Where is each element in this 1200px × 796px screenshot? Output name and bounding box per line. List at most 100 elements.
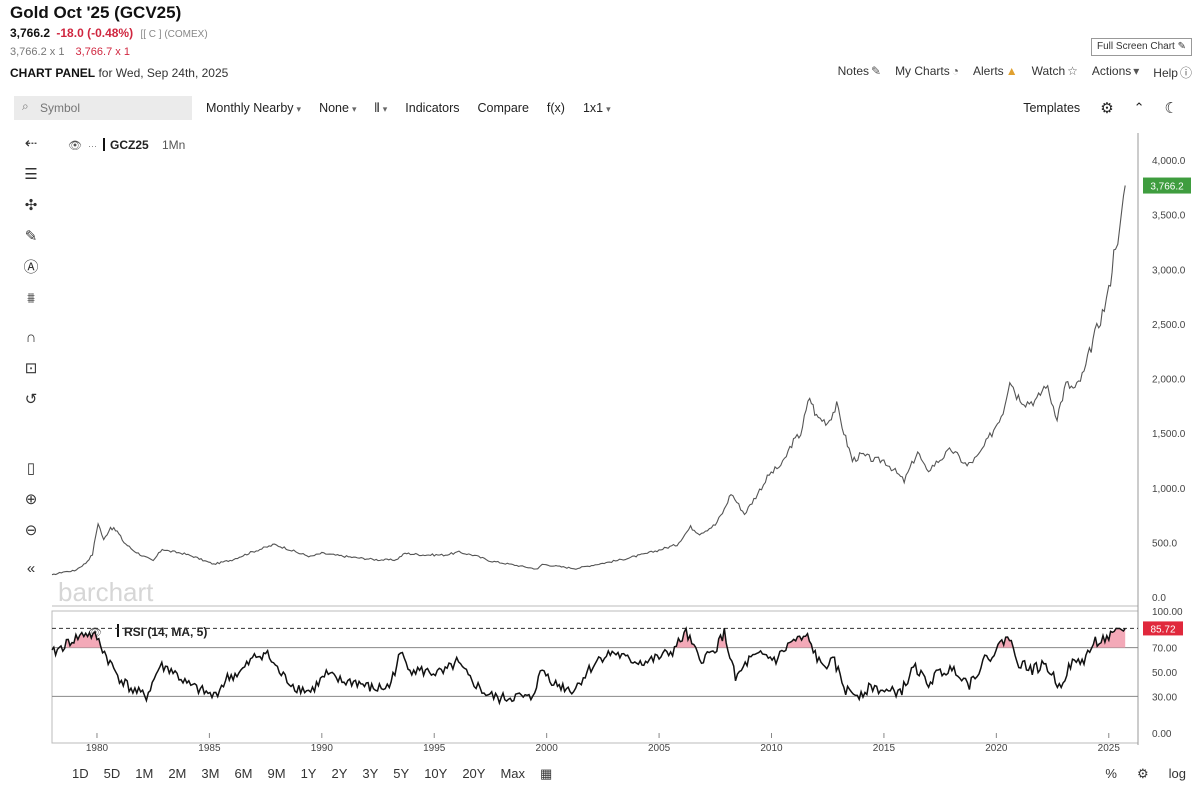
- search-icon: ⌕: [22, 99, 29, 113]
- trash-icon[interactable]: ▯: [26, 460, 36, 477]
- chart-panel-date: for Wed, Sep 24th, 2025: [98, 66, 229, 80]
- scale-options: % ⚙ log: [1105, 766, 1186, 782]
- crosshair-icon[interactable]: ⇠: [24, 135, 38, 152]
- range-3y[interactable]: 3Y: [362, 766, 379, 781]
- rsi-label: RSI (14, MA, 5): [124, 625, 207, 639]
- calendar-icon[interactable]: ▦: [540, 766, 553, 781]
- last-price-tag: [1143, 177, 1191, 194]
- log-scale-button[interactable]: log: [1168, 766, 1186, 781]
- top-links: Notes ✎ My Charts ◔ Alerts ▲ Watch ☆ Actions…: [838, 64, 1192, 81]
- y-tick-label: 1,000.0: [1152, 484, 1186, 495]
- chart-icon: ◔: [951, 64, 959, 78]
- shapes-icon[interactable]: ✣: [24, 197, 38, 214]
- chart-panel-title: CHART PANEL: [10, 66, 96, 80]
- chevron-down-icon: ▾: [382, 103, 388, 114]
- legend-menu-icon[interactable]: ⋯: [88, 141, 97, 151]
- collapse-tools-icon[interactable]: «: [26, 560, 36, 577]
- x-tick-label: 2020: [985, 743, 1008, 754]
- watermark: barchart: [58, 577, 154, 607]
- fibonacci-icon[interactable]: ⩩: [26, 290, 35, 307]
- range-5y[interactable]: 5Y: [393, 766, 410, 781]
- page-title: Gold Oct '25 (GCV25): [10, 3, 182, 22]
- rsi-tick-label: 0.00: [1152, 729, 1172, 740]
- main-interval-label: 1Mn: [162, 138, 185, 152]
- range-10y[interactable]: 10Y: [424, 766, 448, 781]
- rsi-value-tag-text: 85.72: [1150, 624, 1175, 635]
- symbol-search-input[interactable]: [14, 96, 192, 120]
- note-icon: ✎: [871, 64, 882, 78]
- y-tick-label: 1,500.0: [1152, 429, 1186, 440]
- x-tick-label: 1990: [311, 743, 334, 754]
- range-20y[interactable]: 20Y: [462, 766, 486, 781]
- last-price-tag-text: 3,766.2: [1150, 182, 1184, 193]
- chevron-down-icon: ▾: [606, 104, 611, 114]
- full-screen-chart-button[interactable]: Full Screen Chart ✎: [1091, 38, 1192, 56]
- gear-icon[interactable]: ⚙: [1100, 100, 1114, 117]
- rsi-tick-label: 70.00: [1152, 644, 1177, 655]
- rsi-tick-label: 100.00: [1152, 607, 1183, 618]
- alerts-link[interactable]: Alerts ▲: [973, 64, 1018, 78]
- x-tick-label: 2000: [536, 743, 559, 754]
- chevron-down-icon: ▾: [296, 104, 302, 114]
- lock-icon[interactable]: ⊡: [24, 360, 38, 377]
- rsi-series-line: [51, 626, 1126, 706]
- x-tick-label: 1995: [423, 743, 446, 754]
- help-link[interactable]: Help ⓘ: [1153, 66, 1192, 80]
- range-6m[interactable]: 6M: [234, 766, 253, 781]
- compare-mode-select[interactable]: None ▾: [319, 101, 357, 115]
- bar-type-select[interactable]: ⫴ ▾: [375, 101, 388, 116]
- rsi-tick-label: 30.00: [1152, 692, 1177, 703]
- chevron-down-icon: ▾: [351, 104, 357, 114]
- text-icon[interactable]: Ⓐ: [23, 259, 39, 276]
- actions-menu[interactable]: Actions ▾: [1091, 64, 1140, 78]
- range-max[interactable]: Max: [500, 766, 526, 781]
- y-tick-label: 2,500.0: [1152, 320, 1186, 331]
- range-5d[interactable]: 5D: [103, 766, 121, 781]
- bell-icon: ▲: [1005, 64, 1018, 78]
- y-tick-label: 3,000.0: [1152, 265, 1186, 276]
- watch-link[interactable]: Watch ☆: [1031, 64, 1078, 78]
- trendline-icon[interactable]: ☰: [24, 166, 38, 183]
- rsi-color-swatch: [117, 624, 119, 637]
- range-2y[interactable]: 2Y: [331, 766, 348, 781]
- y-tick-label: 3,500.0: [1152, 211, 1186, 222]
- range-1d[interactable]: 1D: [72, 766, 89, 781]
- last-price: 3,766.2: [10, 26, 51, 40]
- fx-button[interactable]: f(x): [546, 101, 565, 115]
- y-tick-label: 2,000.0: [1152, 375, 1186, 386]
- range-2m[interactable]: 2M: [168, 766, 187, 781]
- percent-scale-button[interactable]: %: [1105, 766, 1117, 781]
- range-1m[interactable]: 1M: [135, 766, 154, 781]
- range-selector: 1D 5D 1M 2M 3M 6M 9M 1Y 2Y 3Y 5Y 10Y 20Y…: [72, 766, 567, 782]
- range-1y[interactable]: 1Y: [300, 766, 317, 781]
- undo-icon[interactable]: ↺: [24, 391, 38, 408]
- range-3m[interactable]: 3M: [201, 766, 220, 781]
- range-9m[interactable]: 9M: [267, 766, 286, 781]
- indicators-button[interactable]: Indicators: [405, 101, 460, 115]
- eye-icon[interactable]: 👁: [68, 140, 82, 152]
- my-charts-link[interactable]: My Charts ◔: [895, 64, 959, 78]
- toolbar-right: Templates ⚙ ⌃ ☾: [1023, 95, 1178, 121]
- ask-value: 3,766.7 x 1: [75, 46, 130, 58]
- help-icon: ⓘ: [1179, 66, 1192, 80]
- magnet-icon[interactable]: ∩: [25, 329, 37, 346]
- layout-select[interactable]: 1x1 ▾: [582, 101, 611, 115]
- dark-mode-icon[interactable]: ☾: [1164, 100, 1178, 117]
- rsi-tick-label: 50.00: [1152, 668, 1177, 679]
- rsi-panel-frame: [51, 610, 1139, 744]
- notes-link[interactable]: Notes ✎: [837, 64, 882, 78]
- templates-button[interactable]: Templates: [1023, 101, 1081, 115]
- zoom-out-icon[interactable]: ⊖: [24, 522, 38, 539]
- period-select[interactable]: Monthly Nearby ▾: [206, 101, 302, 115]
- y-tick-label: 500.0: [1152, 538, 1177, 549]
- exchange-label: [[ C ] (COMEX): [140, 29, 208, 40]
- collapse-icon[interactable]: ⌃: [1133, 100, 1145, 115]
- settings-icon[interactable]: ⚙: [1136, 766, 1149, 781]
- compare-button[interactable]: Compare: [477, 101, 529, 115]
- rsi-value-tag: [1143, 621, 1183, 636]
- price-change: -18.0 (-0.48%): [56, 26, 134, 40]
- brush-icon[interactable]: ✎: [24, 228, 38, 245]
- bid-value: 3,766.2 x 1: [10, 46, 65, 58]
- zoom-in-icon[interactable]: ⊕: [24, 491, 38, 508]
